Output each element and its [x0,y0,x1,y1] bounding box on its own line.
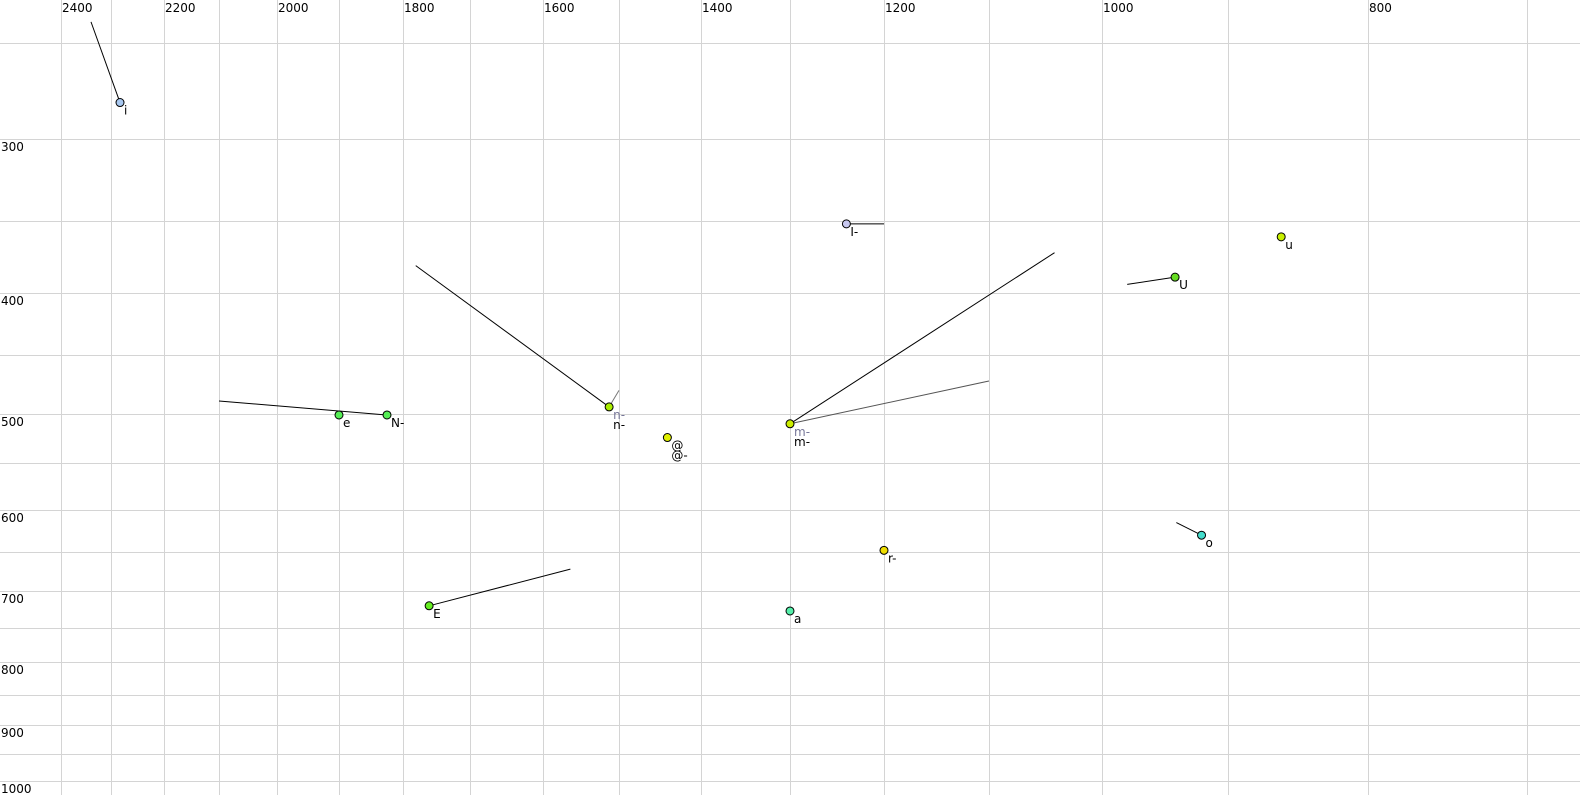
point-label: e [343,416,350,430]
tracks [90,21,1202,607]
y-tick-label: 700 [1,592,24,606]
x-tick-label: 2400 [62,1,93,15]
point-marker [1276,232,1286,242]
point-label: @ [671,439,683,453]
x-tick-label: 800 [1369,1,1392,15]
point-label: E [433,607,441,621]
formant-track [1127,276,1176,285]
y-tick-label: 400 [1,294,24,308]
point-marker [604,402,614,412]
point-marker [1197,530,1207,540]
y-tick-label: 1000 [1,782,32,796]
point-marker [662,433,672,443]
point-label: @- [671,449,687,463]
point-marker [841,219,851,229]
point-label: m- [794,425,810,439]
point-label: m- [794,435,810,449]
point-label: U [1179,278,1188,292]
point-marker [879,545,889,555]
formant-track [789,252,1055,425]
x-tick-label: 2000 [278,1,309,15]
point-label: a [794,612,801,626]
y-tick-label: 600 [1,511,24,525]
x-tick-label: 1000 [1103,1,1134,15]
points: i I-u Ue N-n-n- @@- m-m- E a r-o [115,98,1293,626]
formant-track [90,21,121,103]
formant-track [1176,522,1202,536]
point-label: N- [391,416,404,430]
point-marker [785,606,795,616]
formant-track [415,265,610,408]
point-label: r- [888,551,897,565]
x-tick-label: 1400 [702,1,733,15]
x-tick-label: 2200 [165,1,196,15]
x-tick-label: 1200 [885,1,916,15]
point-label: I- [850,225,858,239]
point-label: i [124,104,127,118]
x-tick-label: 1800 [404,1,435,15]
point-marker [334,410,344,420]
formant-track [218,400,388,416]
point-label: n- [613,408,625,422]
point-marker [1170,272,1180,282]
point-marker [785,419,795,429]
y-tick-label: 800 [1,663,24,677]
y-tick-label: 500 [1,415,24,429]
point-label: n- [613,418,625,432]
y-tick-label: 900 [1,726,24,740]
point-marker [424,601,434,611]
point-marker [382,410,392,420]
tick-labels: 2400 2200 2000 1800 1600 1400 1200 1000 800 300 40… [1,1,1392,796]
point-label: o [1206,536,1213,550]
formant-track [789,380,990,425]
formant-track [429,568,571,607]
point-label: u [1285,238,1293,252]
point-marker [115,98,125,108]
x-tick-label: 1600 [544,1,575,15]
y-tick-label: 300 [1,140,24,154]
